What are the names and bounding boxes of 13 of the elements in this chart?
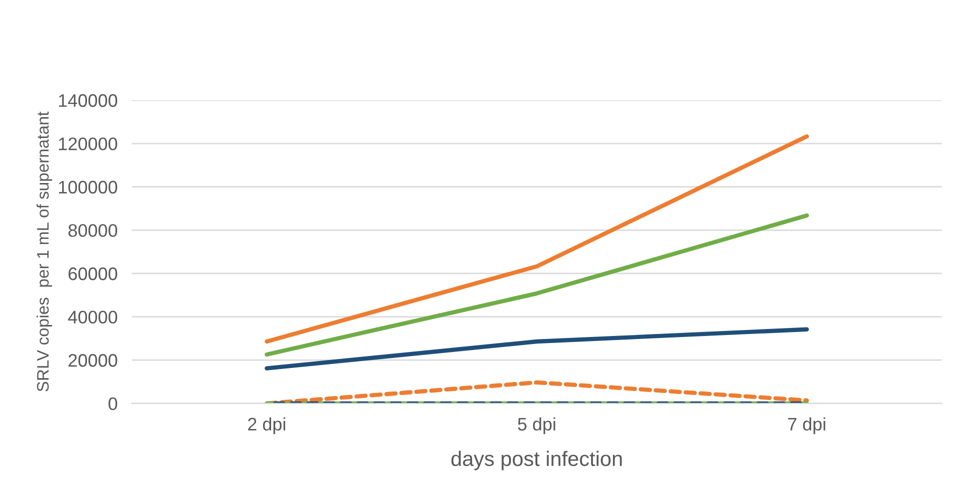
y-tick-label: 60000 <box>68 267 118 280</box>
y-tick-label: 0 <box>108 397 118 410</box>
x-tick-label: 5 dpi <box>518 417 556 434</box>
y-axis-title: SRLV copies per 1 mL of supernatant <box>36 112 52 392</box>
y-tick-label: 140000 <box>59 94 118 107</box>
y-tick-label: 120000 <box>59 137 118 150</box>
x-tick-label: 7 dpi <box>788 417 826 434</box>
x-axis-title: days post infection <box>451 450 622 470</box>
x-tick-label: 2 dpi <box>248 417 286 434</box>
y-tick-label: 40000 <box>68 310 118 324</box>
y-tick-label: 20000 <box>68 354 118 367</box>
y-tick-label: 100000 <box>59 180 118 194</box>
y-tick-label: 80000 <box>68 224 118 237</box>
